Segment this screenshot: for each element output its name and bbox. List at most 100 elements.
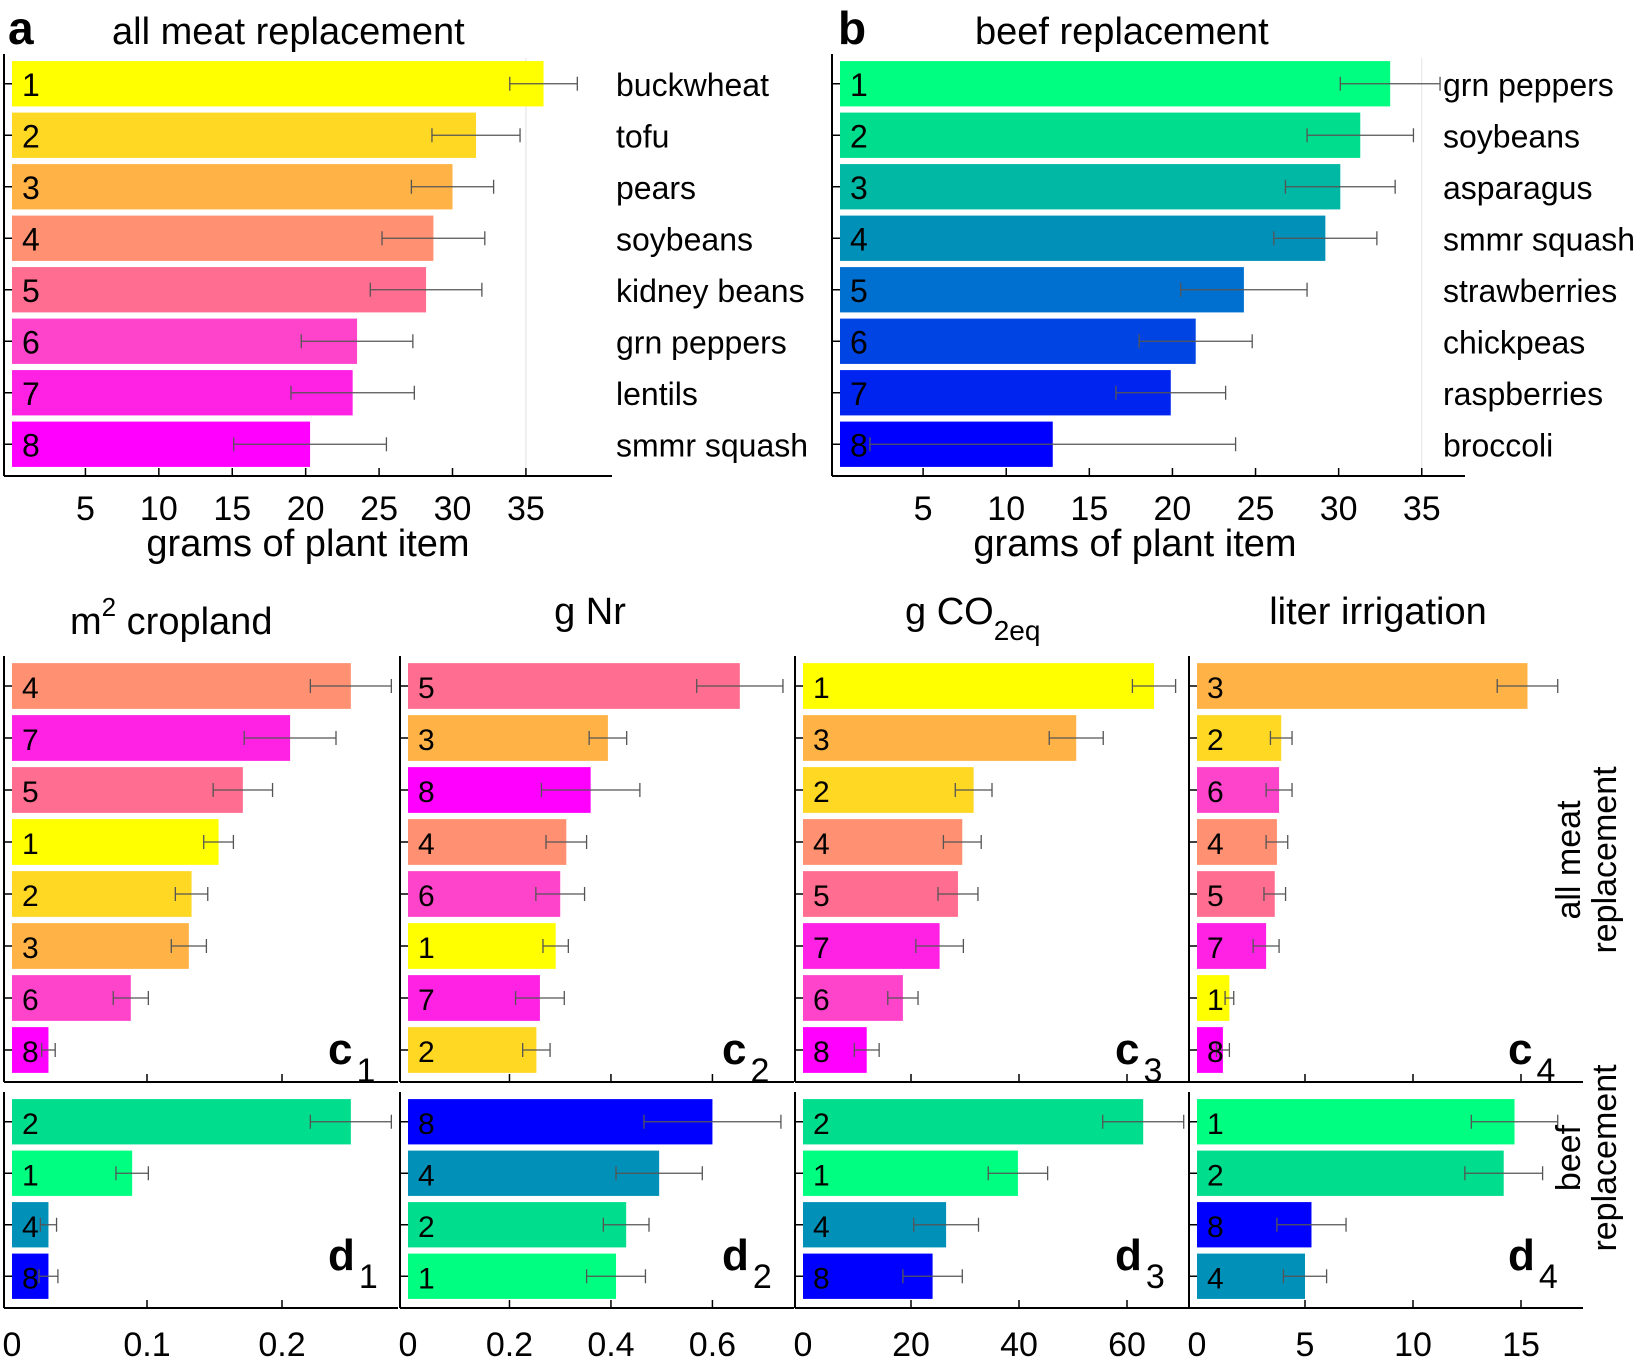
bar: [803, 767, 974, 813]
bar-rank-label: 6: [813, 984, 830, 1017]
bar-rank-label: 3: [22, 932, 39, 965]
x-tick-label: 0: [3, 1326, 22, 1364]
bar-item-label: asparagus: [1443, 170, 1592, 206]
x-tick-label: 35: [1403, 490, 1441, 528]
row-label-beef: beef replacement: [1550, 1064, 1624, 1252]
x-tick-label: 20: [1154, 490, 1192, 528]
panel-c2-chart: 5 3 8 4 6 1 7 2: [399, 656, 794, 1083]
bar-rank-label: 6: [22, 324, 40, 360]
bar-rank-label: 2: [418, 1036, 435, 1069]
bar: [12, 164, 453, 210]
panel-b-title: beef replacement: [975, 11, 1269, 53]
bar-rank-label: 4: [813, 828, 830, 861]
x-tick-label: 0: [1188, 1326, 1207, 1364]
panel-c4-chart: 3 2 6 4 5 7 1 8: [1188, 656, 1583, 1083]
row-label-all-meat: all meat replacement: [1550, 766, 1624, 954]
bar-rank-label: 2: [22, 880, 39, 913]
x-tick-label: 25: [1237, 490, 1275, 528]
x-tick-label: 20: [892, 1326, 930, 1364]
panel-a-title: all meat replacement: [112, 11, 465, 53]
bar: [1197, 663, 1528, 709]
bar-rank-label: 7: [850, 376, 868, 412]
bar-item-label: lentils: [616, 376, 698, 412]
svg-text:replacement: replacement: [1586, 766, 1624, 954]
x-tick-label: 15: [1070, 490, 1108, 528]
bar-rank-label: 1: [813, 1159, 830, 1192]
bar: [12, 61, 544, 107]
bar-rank-label: 5: [22, 273, 40, 309]
bar: [840, 267, 1244, 313]
bar: [408, 1027, 537, 1073]
bar-rank-label: 6: [850, 324, 868, 360]
bar-rank-label: 2: [813, 776, 830, 809]
panel-c3-chart: 1 3 2 4 5 7 6 8: [794, 656, 1189, 1083]
svg-text:all meat: all meat: [1550, 800, 1588, 920]
bar-rank-label: 5: [850, 273, 868, 309]
bar: [1197, 767, 1280, 813]
bar: [840, 61, 1391, 107]
bar: [803, 663, 1154, 709]
bar: [12, 318, 358, 364]
x-tick-label: 10: [1394, 1326, 1432, 1364]
bar-rank-label: 7: [418, 984, 435, 1017]
bar-rank-label: 8: [418, 1108, 435, 1141]
bar-rank-label: 5: [418, 672, 435, 705]
bar-item-label: chickpeas: [1443, 324, 1585, 360]
svg-text:beef: beef: [1550, 1124, 1588, 1191]
bar-rank-label: 1: [850, 67, 868, 103]
bar: [803, 975, 903, 1021]
bar: [1197, 871, 1275, 917]
bar-rank-label: 8: [22, 1036, 39, 1069]
bar-rank-label: 8: [1207, 1036, 1224, 1069]
x-tick-label: 0: [399, 1326, 418, 1364]
panel-b-chart: 1 grn peppers 2 soybeans 3 asparagus 4 smmr squ…: [831, 54, 1635, 528]
bar-rank-label: 5: [813, 880, 830, 913]
bar: [12, 267, 427, 313]
bar: [408, 1202, 627, 1248]
bar: [803, 1099, 1144, 1145]
bar-rank-label: 3: [22, 170, 40, 206]
bar-rank-label: 2: [418, 1211, 435, 1244]
bar: [12, 1150, 133, 1196]
x-tick-label: 0.4: [587, 1326, 634, 1364]
x-tick-label: 0.6: [689, 1326, 736, 1364]
x-tick-label: 30: [434, 490, 472, 528]
bar-rank-label: 3: [850, 170, 868, 206]
bar-rank-label: 1: [1207, 984, 1224, 1017]
bar-rank-label: 2: [813, 1108, 830, 1141]
bar-rank-label: 8: [22, 1262, 39, 1295]
bar-rank-label: 1: [22, 67, 40, 103]
bar: [1197, 819, 1277, 865]
bar-rank-label: 8: [22, 427, 40, 463]
metric-title-nr: g Nr: [554, 591, 626, 633]
bar: [12, 975, 131, 1021]
x-tick-label: 5: [76, 490, 95, 528]
bar-item-label: soybeans: [616, 221, 753, 257]
bar-rank-label: 2: [22, 1108, 39, 1141]
bar-item-label: soybeans: [1443, 118, 1580, 154]
bar: [12, 215, 434, 261]
bar-rank-label: 4: [813, 1211, 830, 1244]
bar-rank-label: 1: [813, 672, 830, 705]
x-tick-label: 0.2: [258, 1326, 305, 1364]
bar: [408, 1253, 617, 1299]
panel-a-x-label: grams of plant item: [146, 523, 469, 565]
metric-title-irrigation: liter irrigation: [1269, 591, 1487, 633]
bar-rank-label: 2: [1207, 724, 1224, 757]
panel-d3-chart: 2 1 4 8: [794, 1092, 1189, 1309]
bar-item-label: buckwheat: [616, 67, 769, 103]
bar: [12, 767, 243, 813]
bar-item-label: raspberries: [1443, 376, 1603, 412]
bar: [12, 923, 189, 969]
x-tick-label: 40: [1000, 1326, 1038, 1364]
bar-rank-label: 1: [22, 828, 39, 861]
bar-rank-label: 6: [1207, 776, 1224, 809]
bar-item-label: pears: [616, 170, 696, 206]
x-tick-label: 60: [1108, 1326, 1146, 1364]
bar-rank-label: 4: [1207, 1262, 1224, 1295]
